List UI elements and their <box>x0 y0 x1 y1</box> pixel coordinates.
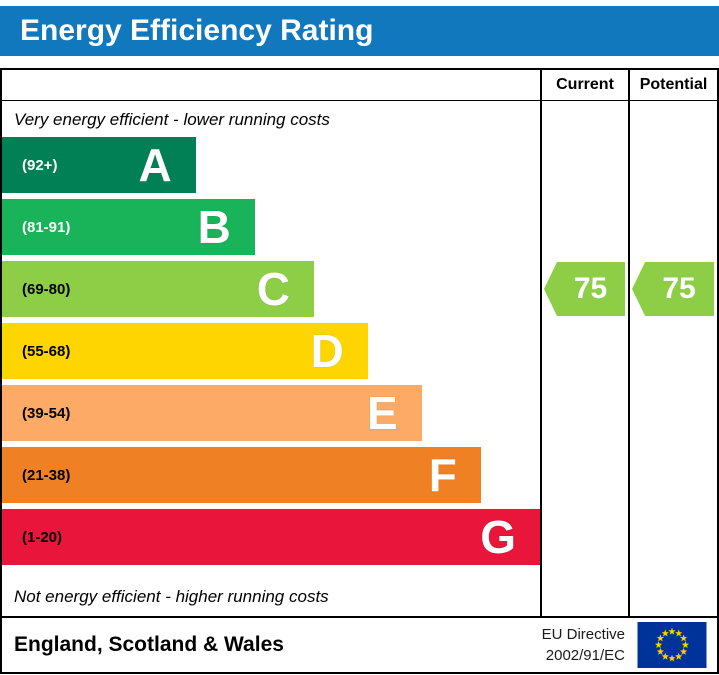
band-b: (81-91) B <box>2 199 255 255</box>
footer-right: EU Directive 2002/91/EC <box>542 622 707 668</box>
page-title: Energy Efficiency Rating <box>20 14 374 47</box>
band-row-c: (69-80) C <box>2 261 540 317</box>
band-row-d: (55-68) D <box>2 323 540 379</box>
band-letter: C <box>256 263 291 315</box>
footer: England, Scotland & Wales EU Directive 2… <box>2 618 717 672</box>
bands-column: Very energy efficient - lower running co… <box>2 101 540 616</box>
band-letter: G <box>480 511 516 563</box>
band-range: (39-54) <box>22 404 71 422</box>
current-rating-column: 75 <box>540 101 628 616</box>
eu-directive-label: EU Directive 2002/91/EC <box>542 624 625 666</box>
band-letter: B <box>197 201 231 253</box>
bottom-note: Not energy efficient - higher running co… <box>14 587 329 606</box>
band-row-e: (39-54) E <box>2 385 540 441</box>
band-g: (1-20) G <box>2 509 540 565</box>
page-title-bar: Energy Efficiency Rating <box>0 6 719 56</box>
top-note: Very energy efficient - lower running co… <box>14 110 330 129</box>
band-row-a: (92+) A <box>2 137 540 193</box>
eu-flag-icon <box>637 622 707 668</box>
potential-rating-value: 75 <box>662 272 696 305</box>
band-c: (69-80) C <box>2 261 315 317</box>
band-f: (21-38) F <box>2 447 481 503</box>
eu-directive-line2: 2002/91/EC <box>545 647 625 664</box>
band-range: (92+) <box>22 156 58 174</box>
band-row-g: (1-20) G <box>2 509 540 565</box>
band-letter: E <box>366 387 398 439</box>
potential-rating-column: 75 <box>628 101 717 616</box>
eu-directive-line1: EU Directive <box>541 626 625 643</box>
band-letter: F <box>428 449 457 501</box>
band-letter: A <box>138 139 172 191</box>
band-a: (92+) A <box>2 137 196 193</box>
band-range: (55-68) <box>22 342 71 360</box>
potential-column-header: Potential <box>628 70 717 100</box>
column-header-row: Current Potential <box>2 70 717 101</box>
potential-rating-arrow: 75 <box>632 262 714 316</box>
band-range: (1-20) <box>22 528 63 546</box>
header-spacer <box>2 70 540 100</box>
chart-body-row: Very energy efficient - lower running co… <box>2 101 717 618</box>
band-letter: D <box>310 325 344 377</box>
footer-region-label: England, Scotland & Wales <box>14 633 284 656</box>
energy-rating-table: Current Potential Very energy efficient … <box>0 68 719 674</box>
band-row-f: (21-38) F <box>2 447 540 503</box>
band-row-b: (81-91) B <box>2 199 540 255</box>
band-range: (21-38) <box>22 466 71 484</box>
band-e: (39-54) E <box>2 385 422 441</box>
band-range: (69-80) <box>22 280 71 298</box>
current-rating-arrow: 75 <box>544 262 625 316</box>
current-rating-value: 75 <box>573 272 608 305</box>
band-d: (55-68) D <box>2 323 368 379</box>
band-range: (81-91) <box>22 218 71 236</box>
current-column-header: Current <box>540 70 628 100</box>
